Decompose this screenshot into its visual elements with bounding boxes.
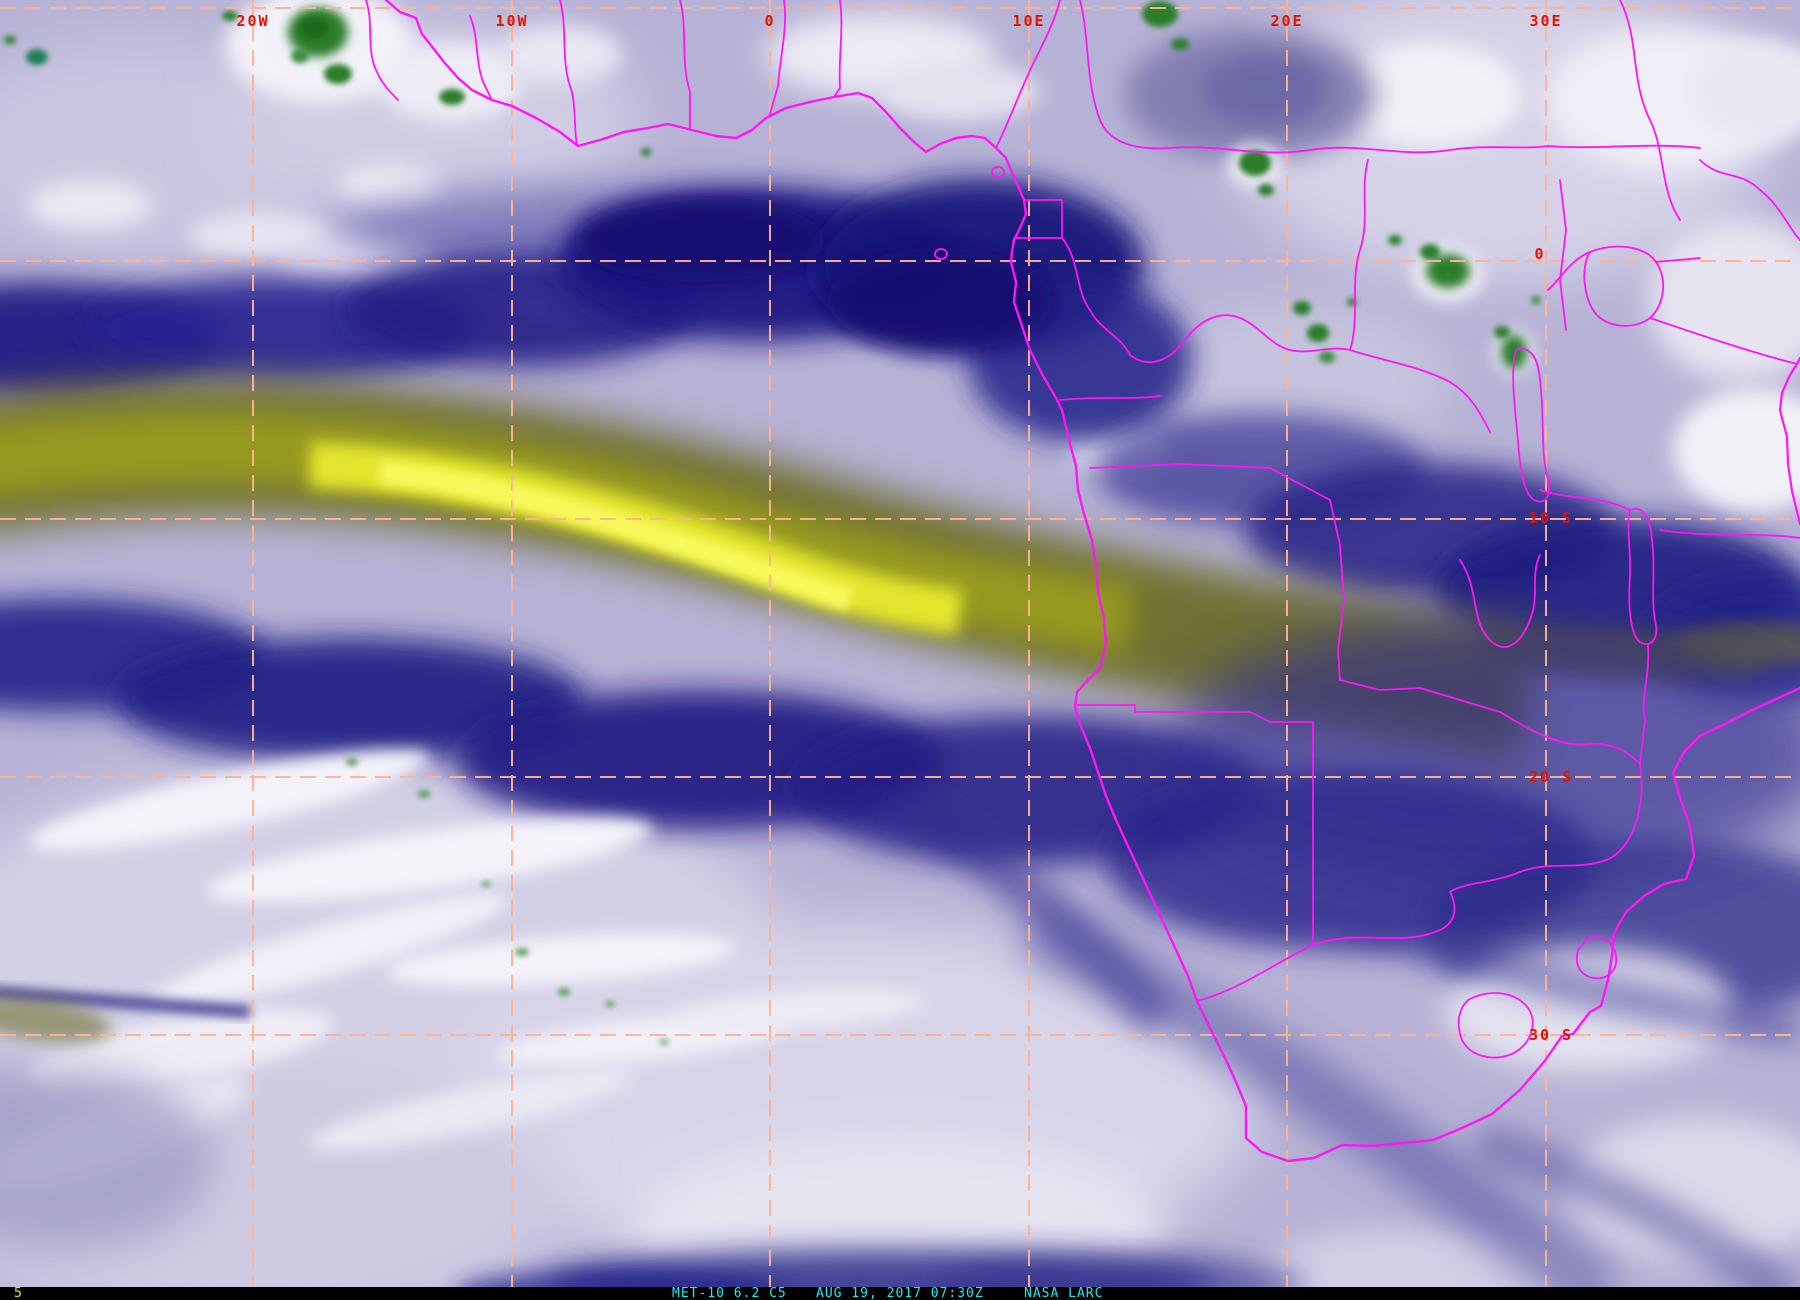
- longitude-label-20e: 20E: [1270, 12, 1304, 30]
- longitude-label-20w: 20W: [236, 12, 270, 30]
- caption-frame-number: 5: [14, 1286, 23, 1300]
- caption-bar: 5 MET-10 6.2 C5 AUG 19, 2017 07:30Z NASA…: [0, 1287, 1800, 1300]
- caption-datetime: AUG 19, 2017 07:30Z: [816, 1286, 984, 1300]
- longitude-label-0: 0: [764, 12, 776, 30]
- latitude-label-20s: 20 S: [1528, 768, 1574, 786]
- caption-credit: NASA LARC: [1024, 1286, 1104, 1300]
- coastline-borders: [365, 0, 1800, 1163]
- longitude-label-10e: 10E: [1012, 12, 1046, 30]
- longitude-label-30e: 30E: [1529, 12, 1563, 30]
- caption-instrument: MET-10 6.2 C5: [672, 1286, 787, 1300]
- longitude-label-10w: 10W: [495, 12, 529, 30]
- latitude-label-10s: 10 S: [1528, 509, 1574, 527]
- latitude-label-30s: 30 S: [1528, 1026, 1574, 1044]
- latitude-label-0: 0: [1534, 245, 1546, 263]
